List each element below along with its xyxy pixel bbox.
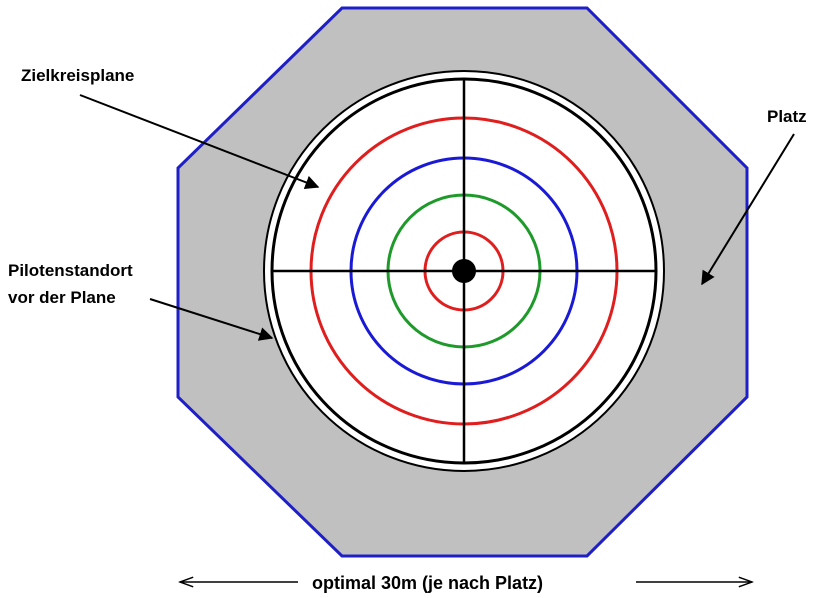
arrow-field [701, 133, 795, 286]
label-field: Platz [767, 107, 807, 126]
arrow-target-tarp [79, 94, 320, 189]
label-target-tarp: Zielkreisplane [21, 66, 134, 85]
label-pilot-position-line1: Pilotenstandort [8, 261, 133, 280]
arrow-pilot-position [149, 298, 274, 341]
target-center-dot [452, 259, 476, 283]
label-dimension: optimal 30m (je nach Platz) [312, 573, 543, 593]
label-pilot-position-line2: vor der Plane [8, 288, 116, 307]
